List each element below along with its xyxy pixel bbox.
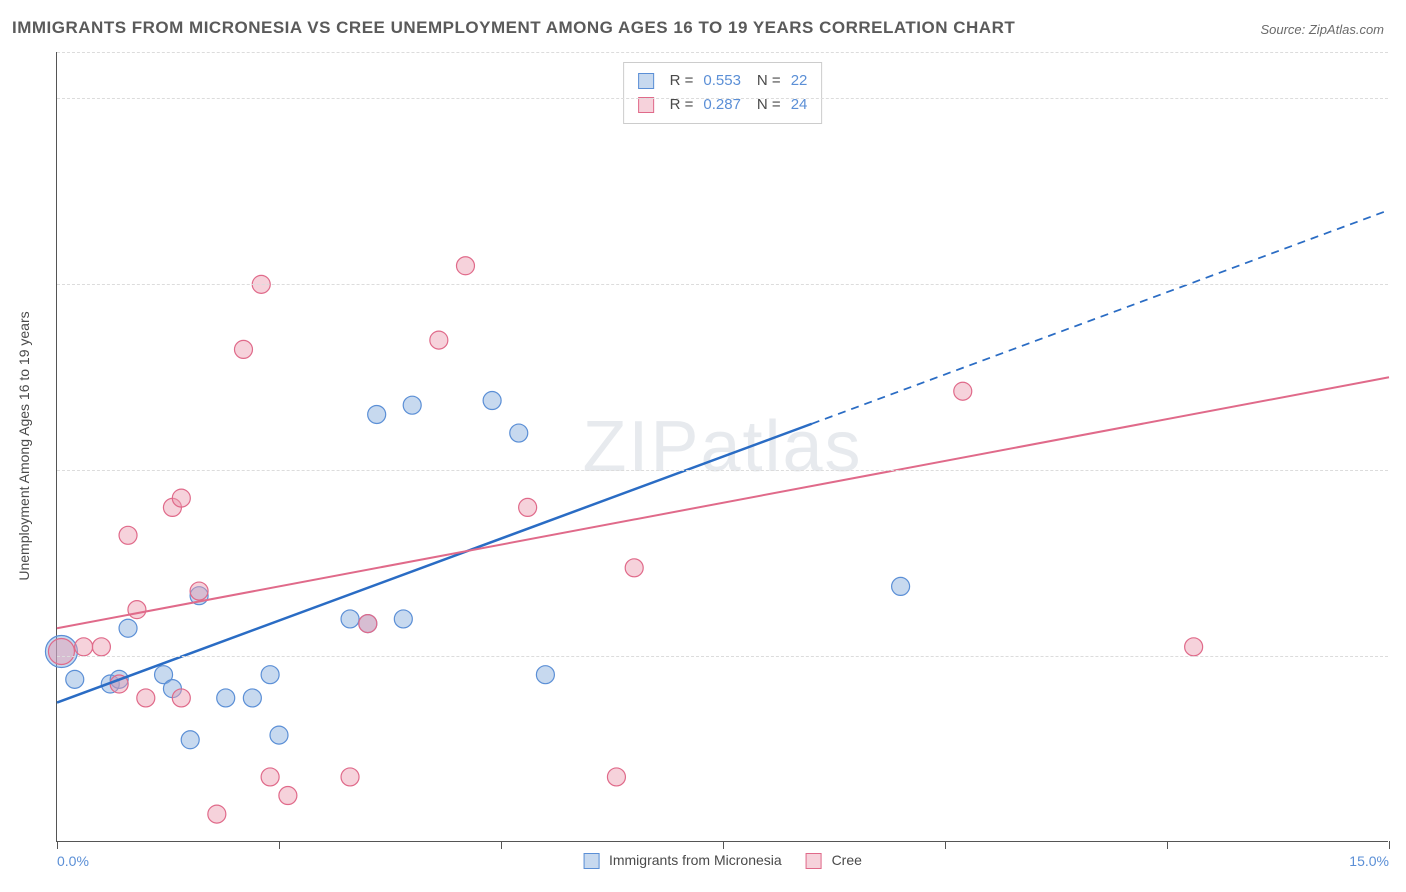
x-tick <box>57 841 58 849</box>
source-label: Source: ZipAtlas.com <box>1260 22 1384 37</box>
scatter-point <box>172 689 190 707</box>
x-tick <box>279 841 280 849</box>
scatter-point <box>208 805 226 823</box>
trend-line <box>57 424 812 703</box>
scatter-point <box>341 768 359 786</box>
scatter-point <box>394 610 412 628</box>
scatter-point <box>625 559 643 577</box>
scatter-point <box>190 582 208 600</box>
legend-swatch-pink <box>806 853 822 869</box>
x-tick <box>1389 841 1390 849</box>
scatter-point <box>892 577 910 595</box>
x-tick <box>723 841 724 849</box>
scatter-point <box>1185 638 1203 656</box>
scatter-point <box>270 726 288 744</box>
scatter-point <box>181 731 199 749</box>
plot-area: ZIPatlas R = 0.553 N = 22 R = 0.287 N = … <box>56 52 1388 842</box>
trend-line <box>57 377 1389 628</box>
scatter-point <box>341 610 359 628</box>
chart-title: IMMIGRANTS FROM MICRONESIA VS CREE UNEMP… <box>12 18 1015 38</box>
y-tick-label: 80.0% <box>1393 90 1406 106</box>
x-tick <box>501 841 502 849</box>
scatter-point <box>279 787 297 805</box>
legend-label-1: Immigrants from Micronesia <box>609 852 782 868</box>
y-tick-label: 60.0% <box>1393 276 1406 292</box>
x-tick <box>1167 841 1168 849</box>
scatter-point <box>119 619 137 637</box>
scatter-svg <box>57 52 1388 841</box>
gridline-h <box>57 470 1388 471</box>
x-tick-label: 0.0% <box>57 853 89 869</box>
legend-item-1: Immigrants from Micronesia <box>583 852 782 869</box>
scatter-point <box>172 489 190 507</box>
scatter-point <box>243 689 261 707</box>
scatter-point <box>483 392 501 410</box>
legend-item-2: Cree <box>806 852 862 869</box>
scatter-point <box>519 498 537 516</box>
y-axis-title: Unemployment Among Ages 16 to 19 years <box>16 311 32 580</box>
scatter-point <box>536 666 554 684</box>
scatter-point <box>48 638 74 664</box>
gridline-h <box>57 52 1388 53</box>
gridline-h <box>57 656 1388 657</box>
scatter-point <box>456 257 474 275</box>
scatter-point <box>119 526 137 544</box>
y-tick-label: 40.0% <box>1393 462 1406 478</box>
legend-swatch-blue <box>583 853 599 869</box>
scatter-point <box>261 666 279 684</box>
scatter-point <box>403 396 421 414</box>
scatter-point <box>359 615 377 633</box>
x-tick <box>945 841 946 849</box>
scatter-point <box>234 340 252 358</box>
scatter-point <box>217 689 235 707</box>
scatter-point <box>430 331 448 349</box>
scatter-point <box>954 382 972 400</box>
scatter-point <box>510 424 528 442</box>
scatter-point <box>261 768 279 786</box>
trend-line-extrapolated <box>812 210 1389 424</box>
y-tick-label: 20.0% <box>1393 648 1406 664</box>
scatter-point <box>607 768 625 786</box>
x-tick-label: 15.0% <box>1349 853 1389 869</box>
scatter-point <box>66 670 84 688</box>
scatter-point <box>75 638 93 656</box>
legend-label-2: Cree <box>832 852 862 868</box>
scatter-point <box>128 601 146 619</box>
bottom-legend: Immigrants from Micronesia Cree <box>583 852 862 869</box>
gridline-h <box>57 284 1388 285</box>
scatter-point <box>368 405 386 423</box>
scatter-point <box>137 689 155 707</box>
gridline-h <box>57 98 1388 99</box>
scatter-point <box>92 638 110 656</box>
